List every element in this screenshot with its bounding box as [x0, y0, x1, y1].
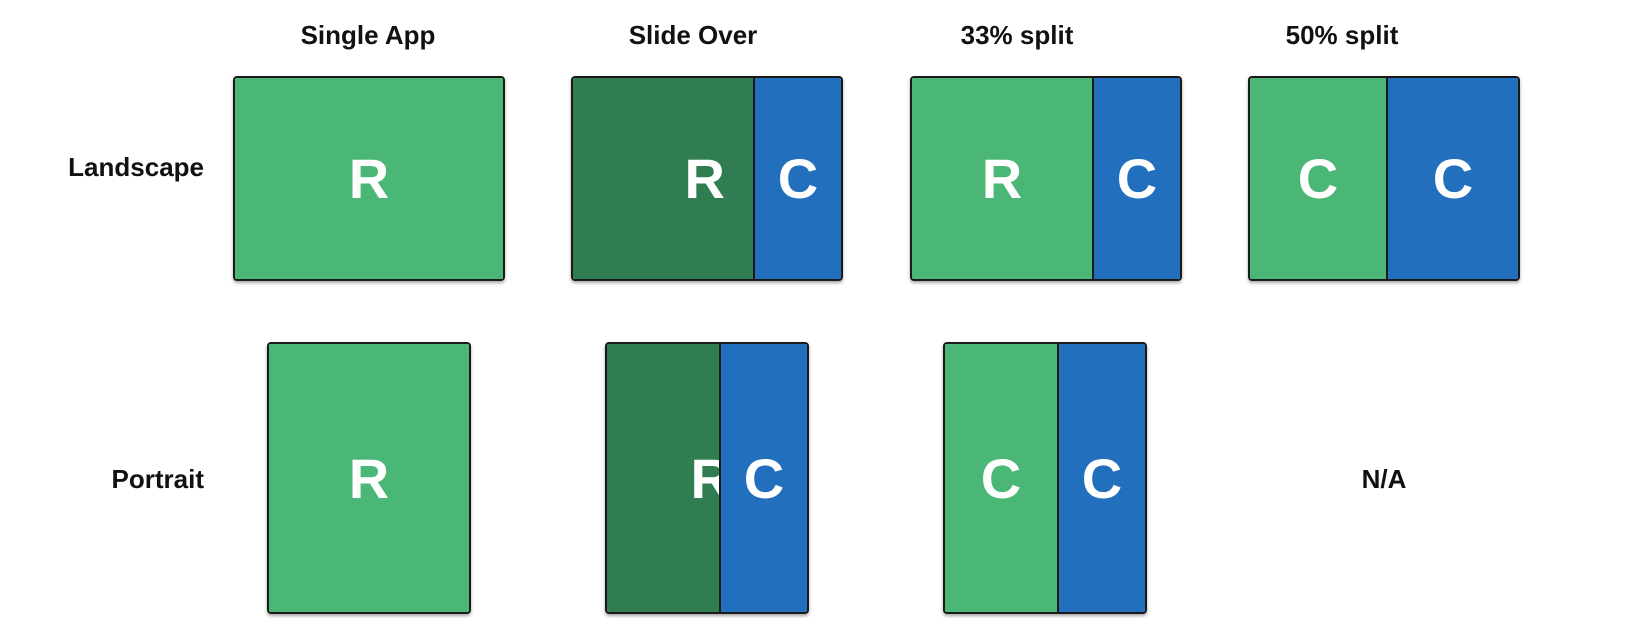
size-class-label: R	[348, 446, 390, 510]
column-header-50-split: 50% split	[1285, 20, 1399, 50]
portrait-slide-over-screen: R C	[605, 342, 809, 614]
secondary-app-pane: C	[1386, 78, 1518, 279]
size-class-label: C	[777, 147, 819, 210]
slide-over-app-pane: C	[719, 344, 807, 612]
secondary-app-pane: C	[1057, 344, 1145, 612]
portrait-50-split-not-available: N/A	[1361, 464, 1407, 494]
size-class-label: C	[1297, 147, 1339, 210]
landscape-33-split-screen: R C	[910, 76, 1182, 281]
background-app-pane: R	[607, 344, 731, 612]
size-class-label: C	[1081, 446, 1123, 510]
size-class-label: C	[1116, 147, 1158, 210]
regular-app-pane: R	[235, 78, 503, 279]
column-header-single-app: Single App	[300, 20, 436, 50]
portrait-33-split-screen: C C	[943, 342, 1147, 614]
primary-app-pane: R	[912, 78, 1092, 279]
background-app-pane: R	[573, 78, 753, 279]
secondary-app-pane: C	[1092, 78, 1180, 279]
column-header-33-split: 33% split	[960, 20, 1074, 50]
regular-app-pane: R	[269, 344, 469, 612]
size-class-label: C	[743, 446, 785, 510]
primary-app-pane: C	[945, 344, 1057, 612]
size-class-label: C	[980, 446, 1022, 510]
portrait-single-app-screen: R	[267, 342, 471, 614]
landscape-single-app-screen: R	[233, 76, 505, 281]
row-header-landscape: Landscape	[68, 152, 204, 182]
size-class-label: R	[348, 147, 390, 210]
landscape-50-split-screen: C C	[1248, 76, 1520, 281]
landscape-slide-over-screen: R C	[571, 76, 843, 281]
column-header-slide-over: Slide Over	[628, 20, 758, 50]
size-class-label: R	[981, 147, 1023, 210]
slide-over-app-pane: C	[753, 78, 841, 279]
size-class-label: C	[1432, 147, 1474, 210]
row-header-portrait: Portrait	[111, 464, 204, 494]
primary-app-pane: C	[1250, 78, 1386, 279]
size-class-label: R	[684, 147, 725, 210]
